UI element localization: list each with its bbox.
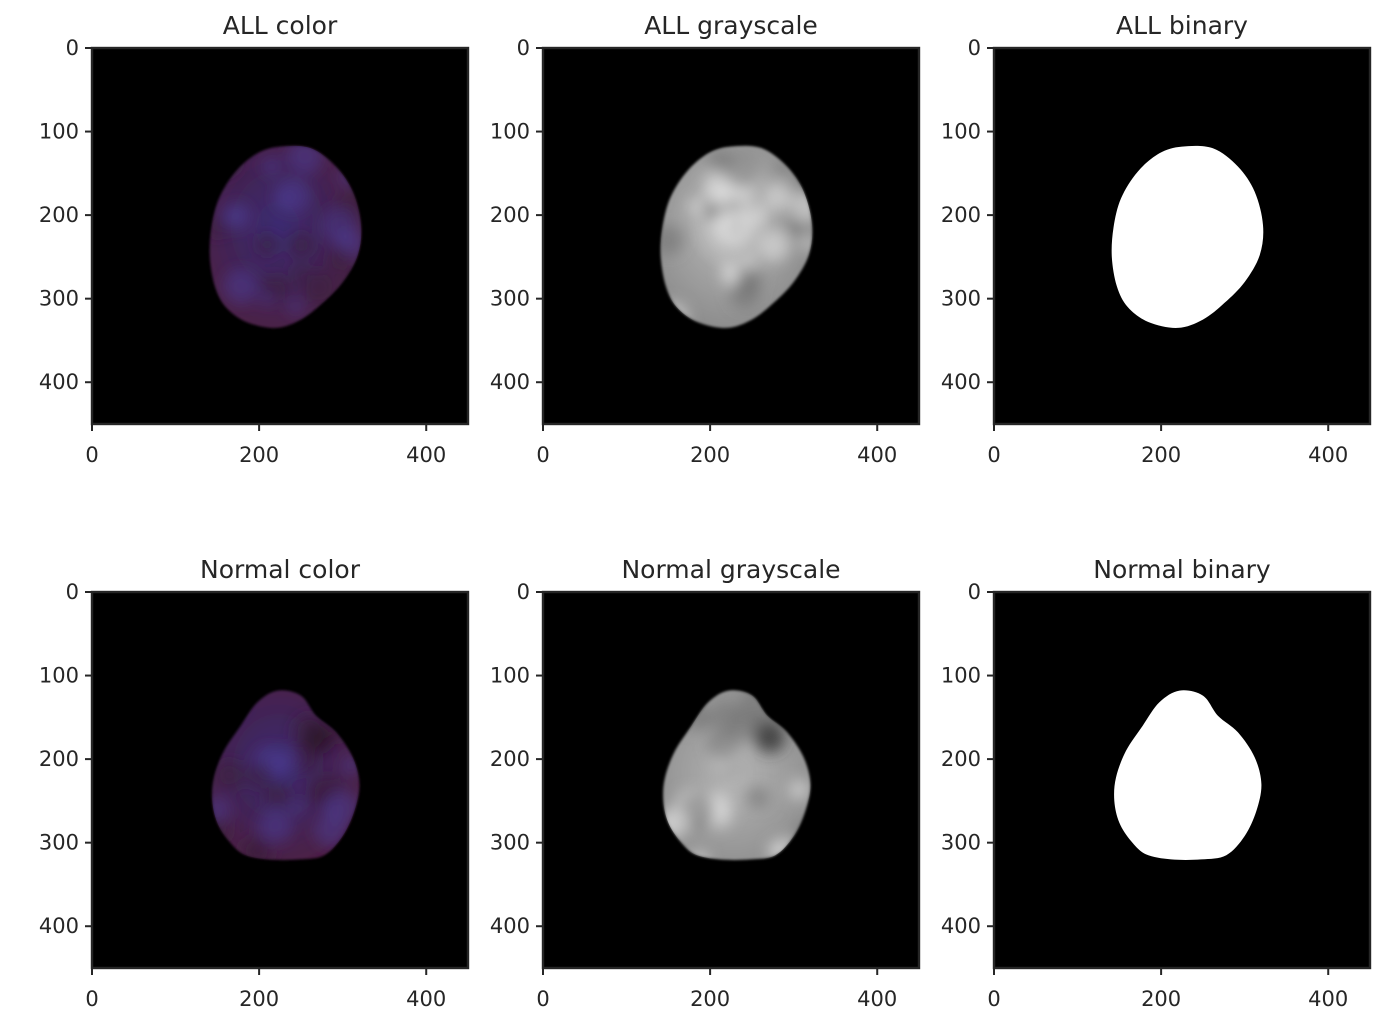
- x-tick-label: 200: [239, 443, 279, 467]
- panel-title: Normal color: [200, 555, 361, 584]
- y-tick-label: 0: [517, 580, 530, 604]
- image-panel: ALL color 0 100 200 300 400 0 200 400: [39, 11, 470, 467]
- x-tick-label: 0: [987, 443, 1000, 467]
- y-tick-label: 200: [39, 747, 79, 771]
- y-tick-label: 300: [490, 831, 530, 855]
- axes-frame: [541, 590, 921, 970]
- y-tick-label: 400: [941, 914, 981, 938]
- axes-frame: [992, 46, 1372, 426]
- image-panel: Normal binary 0 100 200 300 400 0 200 400: [941, 555, 1372, 1011]
- y-tick-label: 400: [39, 914, 79, 938]
- axes-frame: [541, 46, 921, 426]
- y-tick-label: 0: [968, 580, 981, 604]
- panel-title: ALL color: [223, 11, 338, 40]
- y-tick-label: 300: [39, 287, 79, 311]
- x-tick-label: 400: [406, 443, 446, 467]
- y-tick-label: 300: [490, 287, 530, 311]
- y-tick-label: 0: [968, 36, 981, 60]
- panel-title: Normal binary: [1093, 555, 1271, 584]
- image-panel: Normal color 0 100 200 300 400 0 200 400: [39, 555, 470, 1011]
- y-tick-label: 0: [517, 36, 530, 60]
- y-tick-label: 100: [941, 664, 981, 688]
- panel-title: ALL grayscale: [644, 11, 818, 40]
- binary-mask: [1114, 690, 1262, 860]
- y-tick-label: 400: [39, 370, 79, 394]
- image-panel: Normal grayscale 0 100 200 300 400 0 200 400: [490, 555, 921, 1011]
- x-tick-label: 0: [536, 987, 549, 1011]
- y-tick-label: 100: [490, 664, 530, 688]
- y-tick-label: 200: [39, 203, 79, 227]
- panel-title: ALL binary: [1116, 11, 1248, 40]
- x-tick-label: 400: [406, 987, 446, 1011]
- y-tick-label: 200: [490, 747, 530, 771]
- x-tick-label: 0: [85, 443, 98, 467]
- binary-mask: [1111, 145, 1264, 328]
- y-tick-label: 400: [490, 370, 530, 394]
- x-tick-label: 400: [1308, 443, 1348, 467]
- x-tick-label: 200: [690, 987, 730, 1011]
- y-tick-label: 0: [66, 36, 79, 60]
- x-tick-label: 400: [1308, 987, 1348, 1011]
- x-tick-label: 0: [536, 443, 549, 467]
- x-tick-label: 0: [85, 987, 98, 1011]
- panel-title: Normal grayscale: [621, 555, 840, 584]
- x-tick-label: 0: [987, 987, 1000, 1011]
- image-panel: ALL grayscale 0 100 200 300 400 0 200 400: [490, 11, 921, 467]
- image-panel: ALL binary 0 100 200 300 400 0 200 400: [941, 11, 1372, 467]
- y-tick-label: 300: [941, 831, 981, 855]
- y-tick-label: 100: [941, 120, 981, 144]
- y-tick-label: 200: [941, 747, 981, 771]
- x-tick-label: 200: [1141, 443, 1181, 467]
- x-tick-label: 200: [239, 987, 279, 1011]
- y-tick-label: 200: [941, 203, 981, 227]
- y-tick-label: 400: [490, 914, 530, 938]
- y-tick-label: 400: [941, 370, 981, 394]
- y-tick-label: 200: [490, 203, 530, 227]
- axes-frame: [90, 46, 470, 426]
- y-tick-label: 100: [39, 664, 79, 688]
- x-tick-label: 400: [857, 987, 897, 1011]
- x-tick-label: 200: [690, 443, 730, 467]
- x-tick-label: 200: [1141, 987, 1181, 1011]
- y-tick-label: 100: [39, 120, 79, 144]
- y-tick-label: 300: [941, 287, 981, 311]
- y-tick-label: 100: [490, 120, 530, 144]
- y-tick-label: 0: [66, 580, 79, 604]
- axes-frame: [90, 590, 470, 970]
- x-tick-label: 400: [857, 443, 897, 467]
- y-tick-label: 300: [39, 831, 79, 855]
- axes-frame: [992, 590, 1372, 970]
